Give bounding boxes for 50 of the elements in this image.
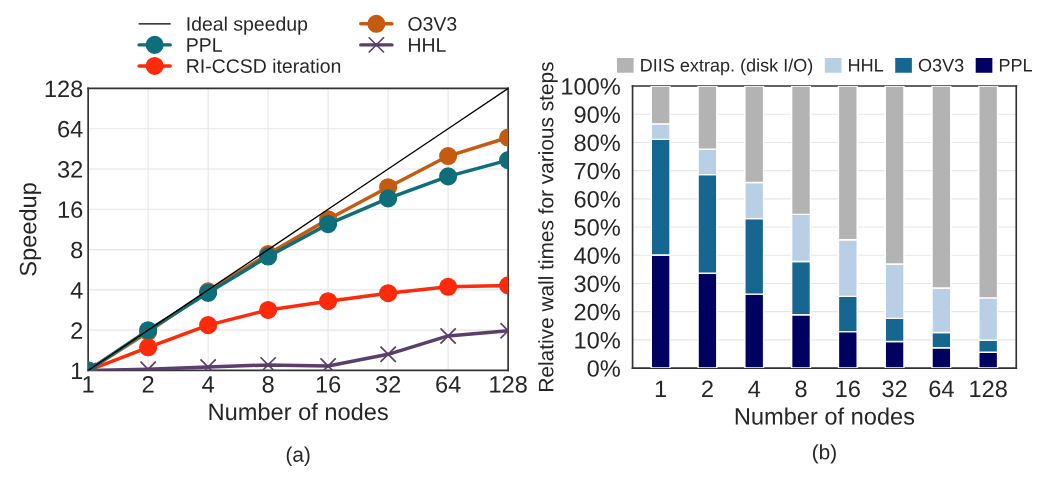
- x-tick-label: 64: [436, 375, 461, 393]
- y-tick-label: 70%: [574, 162, 620, 180]
- y-tick-label: 32: [57, 161, 83, 178]
- y-tick-label: 64: [58, 120, 83, 138]
- y-tick-label: 16: [58, 201, 83, 219]
- x-tick-label: 1: [83, 376, 94, 393]
- x-tick-label: 32: [375, 375, 401, 393]
- x-axis-title: Number of nodes: [735, 407, 915, 425]
- y-tick-label: 40%: [574, 247, 620, 265]
- y-tick-label: 20%: [574, 303, 620, 321]
- y-tick-label: 90%: [574, 106, 620, 124]
- y-tick-label: 128: [45, 80, 83, 98]
- x-tick-label: 16: [836, 380, 860, 398]
- y-tick-label: 60%: [574, 190, 620, 208]
- legend-label: HHL: [409, 38, 446, 52]
- y-axis-title: Relative wall times for various steps: [538, 62, 558, 391]
- y-tick-label: 80%: [574, 134, 620, 152]
- legend-label: O3V3: [918, 58, 964, 72]
- legend-label: PPL: [187, 38, 222, 52]
- x-tick-label: 128: [970, 380, 1007, 398]
- x-tick-label: 8: [795, 380, 807, 398]
- legend-label: HHL: [849, 59, 884, 72]
- y-tick-label: 30%: [574, 275, 620, 293]
- y-tick-label: 50%: [574, 219, 620, 236]
- y-tick-label: 4: [70, 282, 83, 299]
- x-axis-title: Number of nodes: [209, 402, 388, 421]
- x-tick-label: 2: [142, 375, 154, 393]
- y-tick-label: 1: [71, 362, 83, 380]
- x-tick-label: 4: [748, 380, 761, 397]
- y-tick-label: 8: [71, 241, 83, 259]
- y-tick-label: 0%: [587, 360, 620, 377]
- x-tick-label: 4: [202, 376, 215, 393]
- x-tick-label: 64: [929, 380, 954, 398]
- x-tick-label: 128: [490, 375, 527, 393]
- legend-label: RI-CCSD iteration: [187, 58, 341, 73]
- y-axis-title: Speedup: [19, 183, 42, 276]
- text: (a): [286, 446, 310, 467]
- legend-label: O3V3: [408, 17, 457, 31]
- legend-label: Ideal speedup: [187, 16, 308, 35]
- x-tick-label: 1: [655, 380, 667, 397]
- y-tick-label: 10%: [575, 331, 620, 349]
- x-tick-label: 32: [882, 380, 907, 398]
- y-tick-label: 2: [71, 322, 83, 339]
- legend-label: DIIS extrap. (disk I/O): [641, 58, 813, 76]
- x-tick-label: 2: [702, 380, 713, 397]
- text: (b): [812, 444, 836, 464]
- x-tick-label: 16: [316, 375, 341, 393]
- legend-label: PPL: [999, 59, 1032, 72]
- x-tick-label: 8: [262, 375, 274, 393]
- y-tick-label: 100%: [562, 78, 620, 95]
